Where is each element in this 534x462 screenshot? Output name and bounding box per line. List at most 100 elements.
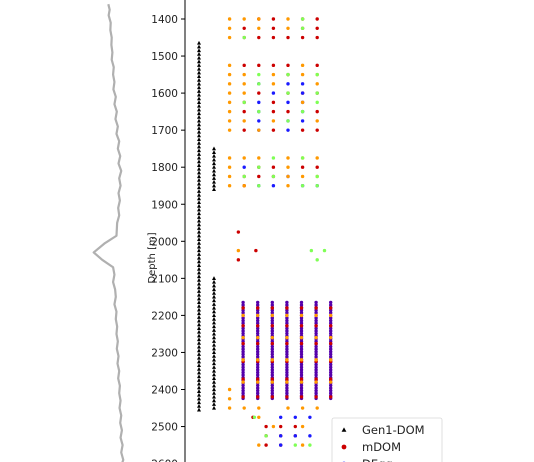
gen1-dom-point xyxy=(212,387,216,392)
gen1-dom-point xyxy=(197,389,201,393)
string-column-point xyxy=(270,380,274,384)
degg-point xyxy=(308,434,312,438)
mdom-point xyxy=(257,35,261,40)
mdom-point xyxy=(242,26,246,30)
mdom-point xyxy=(257,91,261,95)
sensor-point xyxy=(300,424,305,429)
gen1-dom-point xyxy=(197,122,201,127)
gen1-dom-point xyxy=(212,372,216,377)
gen1-dom-point xyxy=(212,365,216,369)
gen1-dom-point xyxy=(212,179,216,184)
sensor-point xyxy=(308,443,312,447)
string-column-point xyxy=(299,331,304,336)
string-column-point xyxy=(285,352,289,357)
gen1-dom-point xyxy=(197,281,201,286)
string-column-point xyxy=(256,380,260,384)
gen1-dom-point xyxy=(212,276,216,280)
string-column-point xyxy=(329,313,333,318)
string-column-point xyxy=(270,316,274,320)
sensor-point xyxy=(271,424,276,429)
string-column-point xyxy=(329,344,333,349)
y-tick-label: 1600 xyxy=(151,88,178,100)
gen1-dom-point xyxy=(212,161,216,166)
string-column-point xyxy=(270,391,274,395)
string-column-point xyxy=(270,386,274,390)
gen1-dom-point xyxy=(212,346,216,351)
string-column-point xyxy=(314,306,318,310)
y-tick-label: 1700 xyxy=(151,125,178,137)
string-column-point xyxy=(329,380,333,384)
gen1-dom-point xyxy=(197,400,201,405)
y-tick-label: 1500 xyxy=(151,51,178,63)
gen1-dom-point xyxy=(197,166,201,171)
string-column-point xyxy=(299,347,304,351)
string-column-point xyxy=(329,370,333,375)
string-column-point xyxy=(270,321,274,325)
legend-marker xyxy=(341,444,347,450)
string-column-point xyxy=(241,373,245,377)
string-column-point xyxy=(241,358,245,362)
gen1-dom-point xyxy=(212,283,216,288)
degg-point xyxy=(300,91,305,95)
string-column-point xyxy=(329,335,333,340)
sensor-point xyxy=(257,17,261,21)
string-column-point xyxy=(329,386,333,390)
sensor-point xyxy=(271,82,276,86)
y-tick-label: 2300 xyxy=(151,347,178,359)
mdom-point xyxy=(271,100,276,105)
mdom-point xyxy=(293,424,297,429)
gen1-dom-point xyxy=(212,361,216,366)
y-tick-label: 2000 xyxy=(151,236,178,248)
gen1-dom-point xyxy=(197,318,201,323)
gen1-dom-point xyxy=(197,189,201,193)
sensor-point xyxy=(271,119,276,123)
string-column-point xyxy=(329,306,333,310)
gen1-dom-point xyxy=(197,226,201,230)
gen1-dom-point xyxy=(212,313,216,317)
string-column-point xyxy=(285,321,289,325)
string-column-point xyxy=(285,318,289,323)
string-column-point xyxy=(329,350,333,354)
string-column-point xyxy=(241,300,245,305)
degg-point xyxy=(300,119,305,123)
string-column-point xyxy=(314,300,318,305)
gen1-dom-point xyxy=(197,352,201,356)
gen1-dom-point xyxy=(212,405,216,410)
mdom-point xyxy=(286,63,290,68)
gen1-dom-point xyxy=(197,381,201,386)
string-column-point xyxy=(314,318,318,323)
string-column-point xyxy=(241,318,245,323)
string-column-point xyxy=(299,391,304,395)
sensor-point xyxy=(242,17,246,21)
gen1-dom-point xyxy=(197,366,201,371)
string-column-point xyxy=(241,386,245,390)
sensor-point xyxy=(286,26,290,30)
string-column-point xyxy=(256,388,260,393)
string-column-point xyxy=(241,321,245,325)
gen1-dom-point xyxy=(197,289,201,293)
gen1-dom-point xyxy=(212,376,216,380)
gen1-dom-point xyxy=(212,153,216,158)
gen1-dom-point xyxy=(197,163,201,167)
string-column-point xyxy=(299,350,304,354)
gen1-dom-point xyxy=(197,140,201,145)
string-column-point xyxy=(314,365,318,369)
string-column-point xyxy=(241,350,245,354)
gen1-dom-point xyxy=(197,215,201,219)
sensor-point xyxy=(227,128,232,132)
string-column-point xyxy=(256,341,260,346)
string-column-point xyxy=(256,316,260,320)
gen1-dom-point xyxy=(197,303,201,308)
string-column-point xyxy=(285,335,289,340)
gen1-dom-point xyxy=(197,263,201,267)
string-column-point xyxy=(299,373,304,377)
sensor-point xyxy=(257,82,261,86)
string-column-point xyxy=(241,395,245,399)
string-column-point xyxy=(314,352,318,357)
string-column-point xyxy=(256,362,260,367)
sensor-point xyxy=(227,406,232,410)
gen1-dom-point xyxy=(197,211,201,216)
degg-point xyxy=(271,184,276,188)
gen1-dom-point xyxy=(212,290,216,295)
sensor-point xyxy=(227,387,232,392)
